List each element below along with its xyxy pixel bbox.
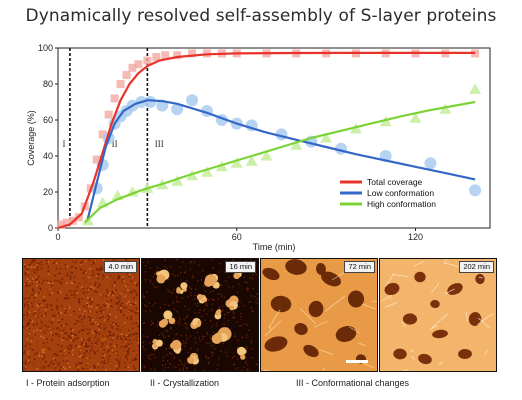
data-point-total-coverage [122,71,131,79]
x-tick-label: 0 [55,232,60,242]
caption-conformational-changes: III - Conformational changes [296,378,410,388]
legend-low-conformation-label: Low conformation [367,188,434,198]
scale-bar [346,360,368,363]
data-point-low-conformation [171,103,184,116]
y-tick-label: 100 [38,43,53,53]
data-point-total-coverage [128,63,137,72]
data-point-total-coverage [152,53,161,61]
y-axis-label: Coverage (%) [26,110,36,166]
phase-label: III [155,139,164,149]
data-point-total-coverage [98,130,107,139]
phase-label: I [62,139,65,149]
data-point-total-coverage [143,56,152,65]
low-conformation-line [86,99,476,220]
y-tick-label: 40 [43,151,53,161]
micrograph-crystallization-image [142,259,258,371]
coverage-chart: 0 20 40 60 80 100 0 60 120 Time (min) Coverage (%)… [26,43,491,252]
micrograph-late-image [380,259,496,371]
x-tick-label: 120 [408,232,423,242]
total-coverage-line [57,51,476,230]
data-point-high-conformation [200,166,213,177]
micrograph-time-label: 72 min [344,261,375,273]
data-point-high-conformation [260,150,273,161]
caption-crystallization: II - Crystallization [150,378,220,388]
data-point-high-conformation [171,175,184,186]
y-tick-label: 80 [43,79,53,89]
data-point-total-coverage [471,49,480,58]
micrograph-conformation-image [261,259,377,371]
data-point-total-coverage [104,110,113,119]
data-point-high-conformation [469,83,482,94]
data-point-low-conformation [144,96,157,108]
micrograph-crystallization: 16 min [141,258,259,372]
data-point-high-conformation [290,139,303,150]
x-axis-label: Time (min) [253,242,296,252]
data-point-total-coverage [134,60,143,69]
data-point-total-coverage [116,80,125,88]
y-tick-label: 0 [48,223,53,233]
plot-frame [57,47,491,229]
data-point-high-conformation [245,155,258,166]
caption-protein-adsorption: I - Protein adsorption [26,378,110,388]
data-point-total-coverage [92,155,101,164]
y-tick-label: 20 [43,187,53,197]
data-point-low-conformation [186,94,199,107]
figure-title: Dynamically resolved self-assembly of S-… [25,6,497,26]
data-point-total-coverage [110,94,119,103]
micrograph-conformation: 72 min [260,258,378,372]
data-point-high-conformation [320,132,333,143]
legend-high-conformation-label: High conformation [367,199,436,209]
high-conformation-line [84,100,476,224]
legend-total-coverage-label: Total coverage [367,177,423,187]
data-point-low-conformation [424,157,437,170]
phase-label: II [112,139,118,149]
y-tick-label: 60 [43,115,53,125]
data-point-total-coverage [173,51,182,60]
data-point-low-conformation [469,184,482,197]
data-point-total-coverage [62,218,71,227]
data-point-total-coverage [188,49,197,58]
data-point-total-coverage [56,220,65,229]
micrograph-adsorption-image [23,259,139,371]
micrograph-time-label: 16 min [225,261,256,273]
data-point-high-conformation [409,112,422,123]
x-tick-label: 60 [232,232,242,242]
micrograph-time-label: 202 min [459,261,494,273]
data-point-high-conformation [230,157,243,168]
data-point-total-coverage [161,51,170,60]
micrograph-late: 202 min [379,258,497,372]
micrograph-time-label: 4.0 min [104,261,137,273]
micrograph-adsorption: 4.0 min [22,258,140,372]
